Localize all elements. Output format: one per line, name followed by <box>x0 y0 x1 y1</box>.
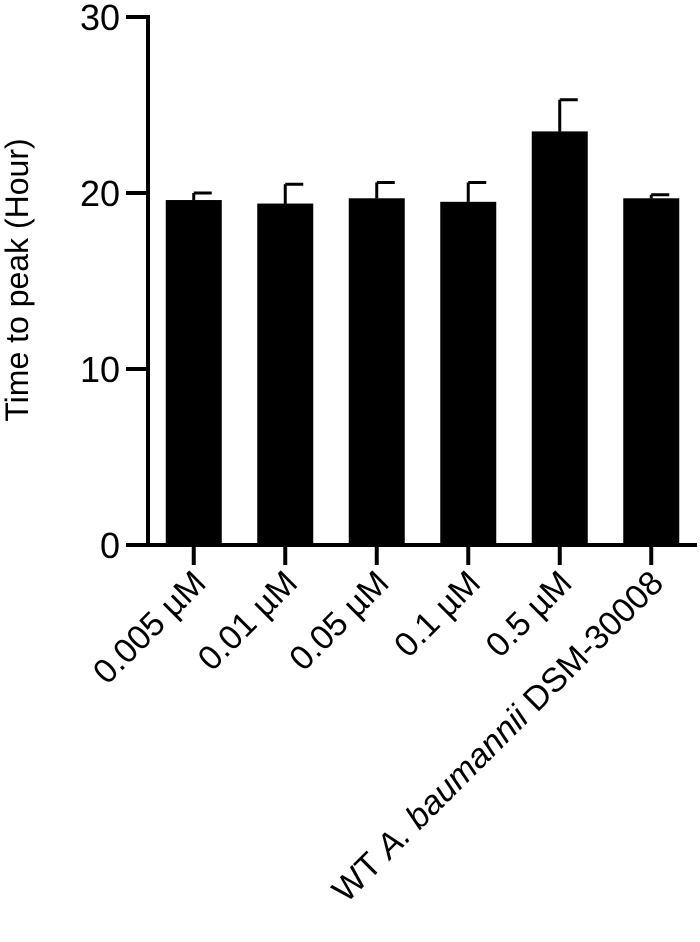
y-tick-label: 20 <box>80 173 120 214</box>
bar <box>623 198 680 545</box>
y-tick-label: 30 <box>80 0 120 38</box>
x-axis <box>146 543 697 565</box>
bar <box>348 198 405 545</box>
y-tick-label: 10 <box>80 349 120 390</box>
bar <box>165 200 222 546</box>
y-axis: 0 10 20 30 <box>80 0 150 566</box>
y-tick-label: 0 <box>100 525 120 566</box>
x-tick-label: 0.005 µM <box>86 564 214 692</box>
y-axis-title: Time to peak (Hour) <box>0 138 35 421</box>
x-tick-label: WT A. baumannii DSM-30008 <box>325 564 671 910</box>
bar <box>531 131 588 545</box>
x-tick-label: 0.1 µM <box>387 564 488 665</box>
x-tick-label: 0.01 µM <box>191 564 305 678</box>
bar <box>440 201 497 546</box>
x-tick-label: 0.05 µM <box>282 564 396 678</box>
bars <box>165 98 680 546</box>
bar <box>257 203 314 545</box>
